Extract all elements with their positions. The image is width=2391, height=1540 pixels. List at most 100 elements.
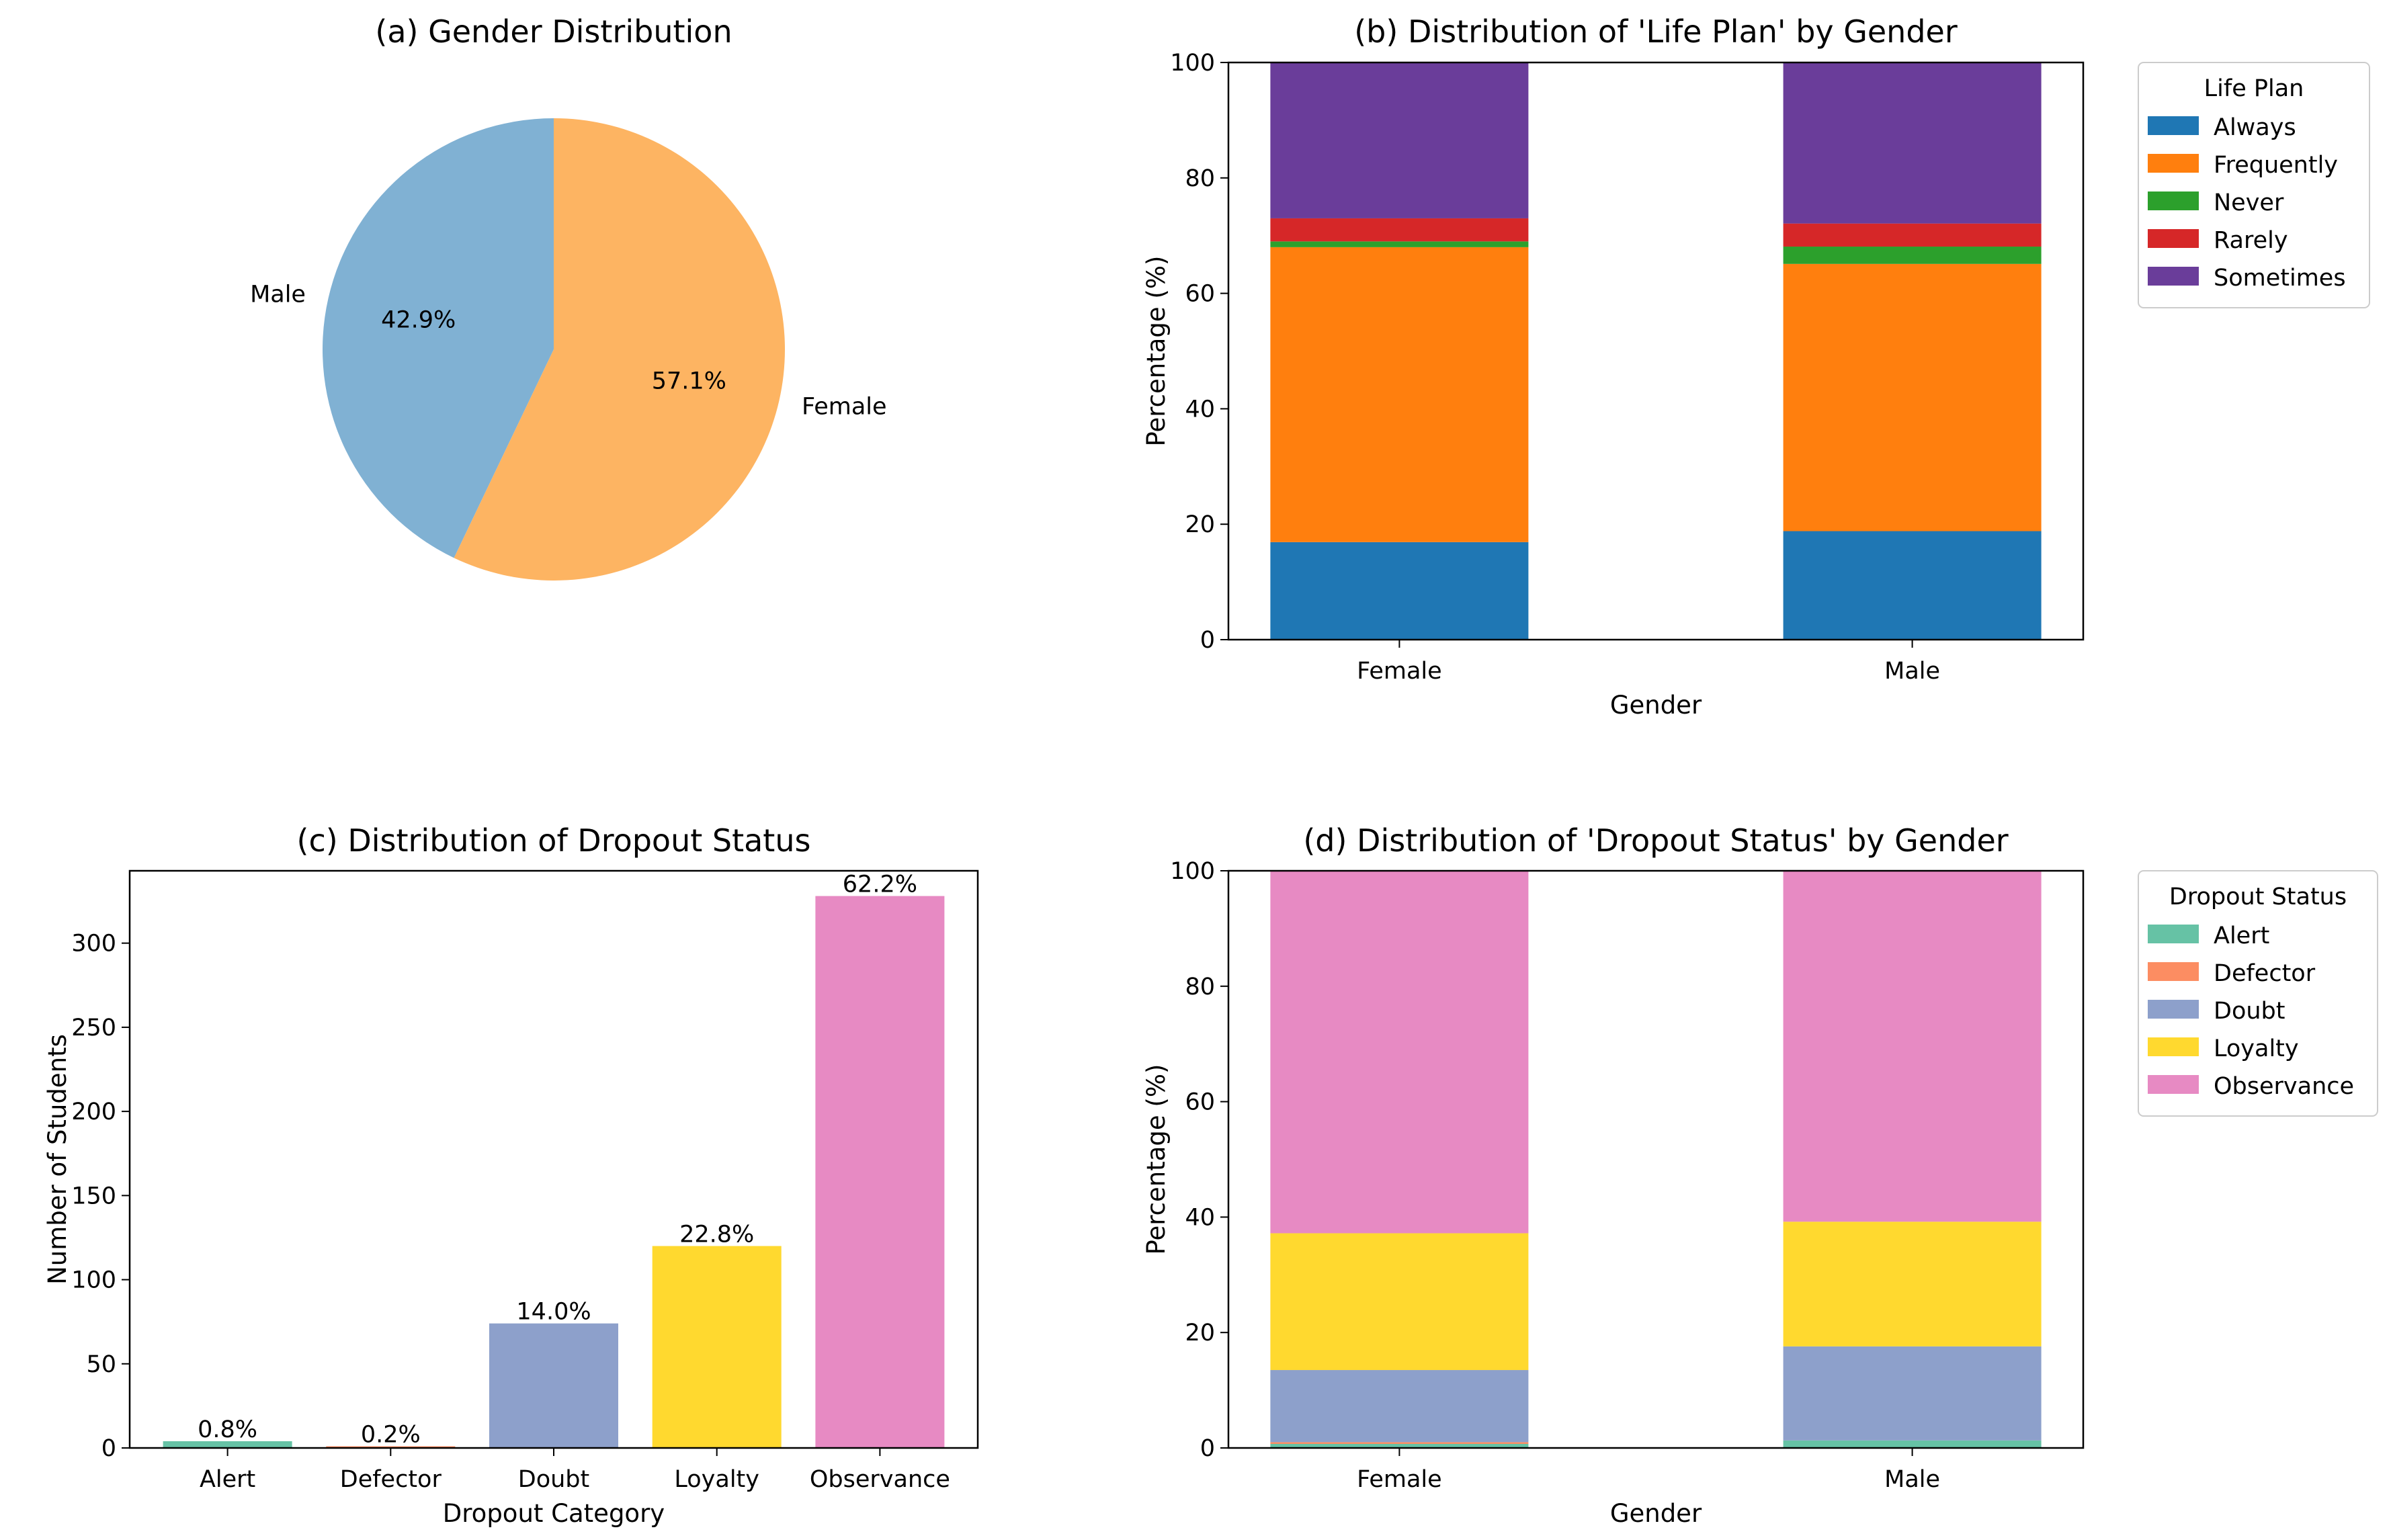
d-ytick-label: 100 [1170,858,1215,885]
d-ytick-label: 0 [1200,1435,1215,1462]
pie-category-label-male: Male [250,281,306,308]
c-xtick-label-alert: Alert [200,1466,255,1493]
d-bar-male-observance [1783,871,2042,1222]
b-bar-female-always [1270,542,1529,640]
pie-slice-male [322,118,554,558]
c-ytick-label: 200 [71,1099,116,1125]
c-xtick-label-loyalty: Loyalty [674,1466,759,1493]
c-data-label-defector: 0.2% [361,1421,421,1448]
c-ytick-label: 150 [71,1183,116,1209]
panel-d-dropout-by-gender: (d) Distribution of 'Dropout Status' by … [1142,822,2378,1528]
b-legend-label-never: Never [2214,189,2284,216]
pie-pct-label-female: 57.1% [652,368,726,395]
b-bar-female-never [1270,241,1529,247]
panel-d-title: (d) Distribution of 'Dropout Status' by … [1303,822,2008,859]
b-xtick-label-female: Female [1357,658,1442,685]
d-legend-label-doubt: Doubt [2214,998,2285,1025]
c-xtick-label-doubt: Doubt [518,1466,590,1493]
b-bar-female-rarely [1270,218,1529,242]
b-legend-swatch-frequently [2148,154,2199,173]
c-bar-loyalty [652,1246,782,1448]
c-ytick-label: 100 [71,1267,116,1294]
c-ytick-label: 250 [71,1015,116,1041]
b-legend-swatch-rarely [2148,229,2199,248]
d-legend-label-defector: Defector [2214,960,2316,987]
b-bar-male-sometimes [1783,62,2042,224]
b-ytick-label: 20 [1185,511,1215,538]
c-data-label-observance: 62.2% [843,871,917,898]
pie-labels: 42.9% Male 57.1% Female [250,281,887,420]
d-legend-swatch-doubt [2148,1000,2199,1019]
panel-a-gender-pie: (a) Gender Distribution 42.9% Male 57.1% Fe… [250,13,887,581]
d-bar-female-loyalty [1270,1233,1529,1371]
pie-slices [322,118,785,581]
pie-pct-label-male: 42.9% [381,306,456,333]
d-legend-swatch-observance [2148,1075,2199,1094]
b-ytick-label: 0 [1200,627,1215,654]
c-bar-doubt [489,1323,618,1448]
c-ytick-label: 0 [101,1435,116,1462]
d-xlabel: Gender [1610,1499,1702,1528]
d-ytick-label: 80 [1185,974,1215,1000]
b-legend-swatch-sometimes [2148,267,2199,286]
b-legend-swatch-never [2148,191,2199,210]
b-bar-male-always [1783,531,2042,640]
c-axes-frame [128,869,979,1449]
c-data-label-doubt: 14.0% [516,1299,591,1326]
b-legend-label-always: Always [2214,114,2296,141]
pie-slice-female [454,118,785,581]
d-bar-male-alert [1783,1440,2042,1448]
d-legend-swatch-alert [2148,925,2199,943]
d-ytick-label: 20 [1185,1320,1215,1346]
d-bar-female-defector [1270,1442,1529,1444]
panel-b-plot: 0 20 40 60 80 100 Percentage (%) Gender Female Ma… [1142,50,2085,720]
d-ytick-label: 60 [1185,1089,1215,1116]
d-legend-label-loyalty: Loyalty [2214,1035,2299,1062]
d-bar-male-loyalty [1783,1222,2042,1346]
b-legend-swatch-always [2148,116,2199,135]
d-legend-label-observance: Observance [2214,1073,2354,1100]
b-bar-male-rarely [1783,223,2042,247]
d-legend-title: Dropout Status [2169,884,2347,910]
b-xlabel: Gender [1610,691,1702,720]
b-bar-female-frequently [1270,247,1529,542]
b-ytick-label: 60 [1185,281,1215,308]
b-ytick-label: 100 [1170,50,1215,77]
d-bar-female-alert [1270,1443,1529,1448]
d-bar-female-doubt [1270,1370,1529,1443]
b-ytick-label: 80 [1185,165,1215,192]
b-legend-label-rarely: Rarely [2214,227,2288,254]
c-xlabel: Dropout Category [443,1499,665,1528]
d-axes-frame [1227,869,2085,1449]
d-xtick-label-male: Male [1884,1466,1940,1493]
b-legend-label-frequently: Frequently [2214,152,2338,179]
d-xtick-label-female: Female [1357,1466,1442,1493]
c-bar-alert [163,1441,292,1448]
b-bar-male-never [1783,247,2042,264]
b-ylabel: Percentage (%) [1142,256,1171,447]
panel-d-plot: 0 20 40 60 80 100 Percentage (%) Gender Female Ma… [1142,858,2085,1528]
d-ylabel: Percentage (%) [1142,1064,1171,1255]
b-xtick-label-male: Male [1884,658,1940,685]
b-bar-female-sometimes [1270,62,1529,218]
c-xtick-label-observance: Observance [810,1466,950,1493]
panel-d-legend: Dropout Status Alert Defector Doubt Loyalty O… [2138,870,2378,1117]
panel-c-dropout-status: (c) Distribution of Dropout Status 0 50 10… [43,822,979,1528]
panel-b-legend: Life Plan Always Frequently Never Rarely Some… [2138,62,2370,308]
d-bar-male-doubt [1783,1346,2042,1441]
b-axes-frame [1227,61,2085,641]
c-data-label-alert: 0.8% [198,1416,257,1443]
c-bar-defector [326,1446,456,1448]
b-legend-label-sometimes: Sometimes [2214,265,2346,292]
b-bar-male-frequently [1783,263,2042,531]
c-ytick-label: 50 [86,1351,116,1378]
panel-b-title: (b) Distribution of 'Life Plan' by Gende… [1354,13,1958,50]
panel-a-title: (a) Gender Distribution [375,13,732,50]
panel-c-plot: 0 50 100 150 200 250 300 Number of Students Drop… [43,869,979,1528]
b-ytick-label: 40 [1185,396,1215,423]
d-legend-swatch-loyalty [2148,1037,2199,1056]
c-bar-observance [815,896,945,1448]
pie-category-label-female: Female [802,394,887,421]
d-ytick-label: 40 [1185,1204,1215,1231]
